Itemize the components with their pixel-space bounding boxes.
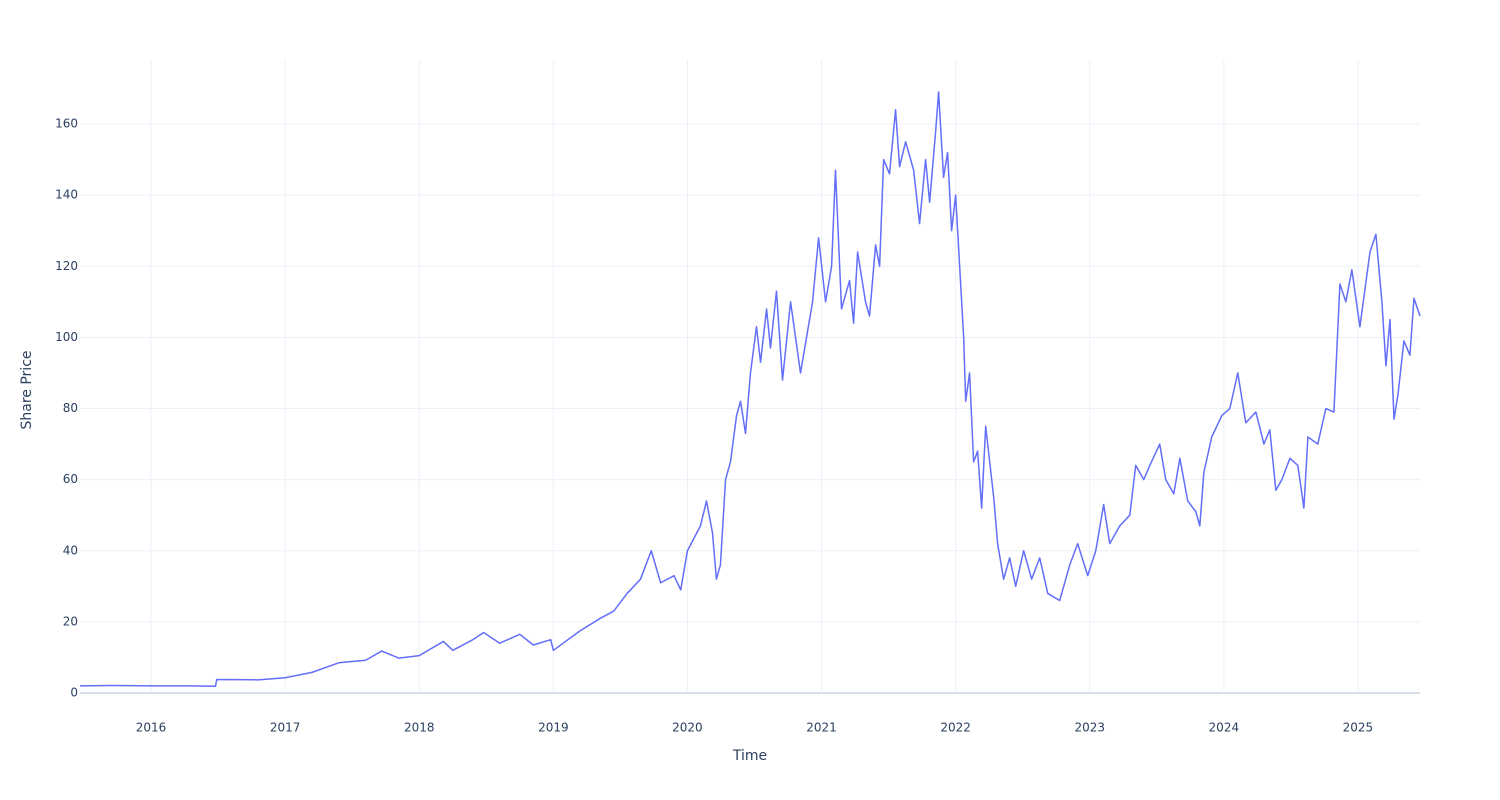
x-tick-label: 2018 [404,721,435,735]
x-tick-label: 2021 [806,721,837,735]
y-tick-label: 160 [55,117,78,131]
y-tick-label: 80 [63,401,78,415]
y-tick-label: 140 [55,188,78,202]
y-tick-label: 40 [63,543,78,557]
x-axis-title: Time [732,748,767,764]
x-tick-label: 2025 [1343,721,1374,735]
x-tick-label: 2019 [538,721,569,735]
y-tick-label: 120 [55,259,78,273]
x-tick-label: 2020 [672,721,703,735]
x-tick-label: 2022 [940,721,971,735]
y-tick-label: 20 [63,614,78,628]
y-tick-label: 60 [63,472,78,486]
x-tick-label: 2017 [270,721,301,735]
x-tick-label: 2016 [136,721,167,735]
x-tick-label: 2024 [1209,721,1240,735]
y-tick-label: 0 [70,686,78,700]
y-axis-title: Share Price [19,350,35,429]
price-line [79,91,1421,687]
y-tick-label: 100 [55,330,78,344]
x-tick-label: 2023 [1074,721,1105,735]
